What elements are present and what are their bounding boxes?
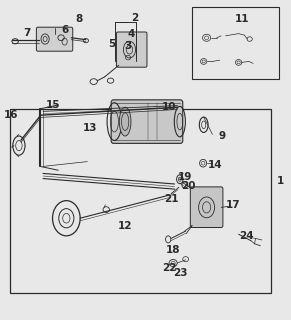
Text: 21: 21 <box>164 194 178 204</box>
Text: 8: 8 <box>76 14 83 24</box>
Bar <box>10 109 271 293</box>
Bar <box>192 7 279 79</box>
Text: 20: 20 <box>181 181 196 191</box>
Text: 5: 5 <box>108 39 115 49</box>
Text: 22: 22 <box>162 263 177 273</box>
Text: 4: 4 <box>128 28 135 39</box>
FancyBboxPatch shape <box>36 27 73 51</box>
Text: 9: 9 <box>218 131 225 141</box>
Text: 6: 6 <box>61 25 68 36</box>
Text: 15: 15 <box>46 100 60 110</box>
Text: 10: 10 <box>162 102 176 112</box>
Text: 14: 14 <box>207 160 222 171</box>
FancyBboxPatch shape <box>190 187 223 228</box>
Text: 2: 2 <box>131 12 138 23</box>
FancyBboxPatch shape <box>116 32 147 67</box>
Text: 18: 18 <box>166 245 181 255</box>
Text: 23: 23 <box>173 268 188 278</box>
Ellipse shape <box>119 107 131 136</box>
Text: 19: 19 <box>178 172 192 182</box>
Text: 11: 11 <box>235 13 249 24</box>
Text: 3: 3 <box>124 41 131 52</box>
Text: 16: 16 <box>4 110 18 120</box>
Text: 12: 12 <box>118 220 132 231</box>
Text: 1: 1 <box>277 176 284 186</box>
Text: 7: 7 <box>23 28 31 38</box>
Text: 13: 13 <box>83 123 97 133</box>
Text: 24: 24 <box>239 231 254 241</box>
FancyBboxPatch shape <box>111 100 183 143</box>
Text: 17: 17 <box>226 200 240 210</box>
